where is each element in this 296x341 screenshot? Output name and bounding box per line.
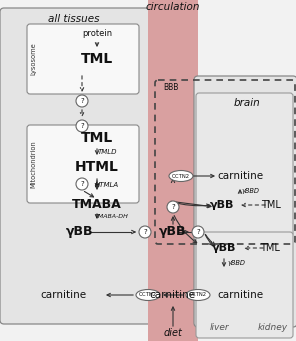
Circle shape [167,201,179,213]
Text: OCTN2: OCTN2 [189,293,207,297]
Text: ?: ? [196,229,200,235]
Ellipse shape [136,290,160,300]
FancyBboxPatch shape [194,76,296,327]
Text: BBB: BBB [163,83,178,91]
Text: ?: ? [143,229,147,235]
Text: Lysosome: Lysosome [30,43,36,75]
Text: ?: ? [80,123,84,129]
Text: TMABA-DH: TMABA-DH [95,213,129,219]
Text: γBB: γBB [210,200,234,210]
Text: carnitine: carnitine [217,171,263,181]
FancyBboxPatch shape [27,24,139,94]
Text: γBBD: γBBD [241,188,259,194]
Circle shape [76,178,88,190]
Text: ?: ? [80,98,84,104]
Text: liver: liver [210,324,230,332]
FancyBboxPatch shape [196,93,293,236]
Text: OCTN2: OCTN2 [139,293,157,297]
Text: circulation: circulation [146,2,200,12]
Text: HTML: HTML [75,160,119,174]
Circle shape [76,120,88,132]
Text: protein: protein [82,30,112,39]
Text: all tissues: all tissues [48,14,100,24]
Ellipse shape [186,290,210,300]
Text: carnitine: carnitine [40,290,86,300]
Text: brain: brain [234,98,260,108]
Text: ?: ? [80,181,84,187]
Text: diet: diet [164,328,182,338]
Bar [148,0,198,341]
Text: Mitochondrion: Mitochondrion [30,140,36,188]
Text: HTMLA: HTMLA [95,182,119,188]
Text: γBB: γBB [159,225,187,238]
FancyBboxPatch shape [27,125,139,203]
Text: TML: TML [261,200,281,210]
Text: γBB: γBB [66,225,94,238]
Text: TML: TML [260,243,280,253]
Text: TMLD: TMLD [97,149,117,155]
Text: TML: TML [81,131,113,145]
Text: kidney: kidney [258,324,288,332]
Text: ?: ? [171,204,175,210]
Ellipse shape [169,170,193,181]
Circle shape [139,226,151,238]
Text: γBBD: γBBD [227,260,245,266]
FancyBboxPatch shape [0,8,152,324]
Text: TML: TML [81,52,113,66]
Text: TMABA: TMABA [72,197,122,210]
Text: γBB: γBB [212,243,236,253]
FancyBboxPatch shape [196,232,293,338]
Text: OCTN2: OCTN2 [172,174,190,178]
Text: carnitine: carnitine [149,290,195,300]
Circle shape [76,95,88,107]
Text: carnitine: carnitine [217,290,263,300]
Circle shape [192,226,204,238]
